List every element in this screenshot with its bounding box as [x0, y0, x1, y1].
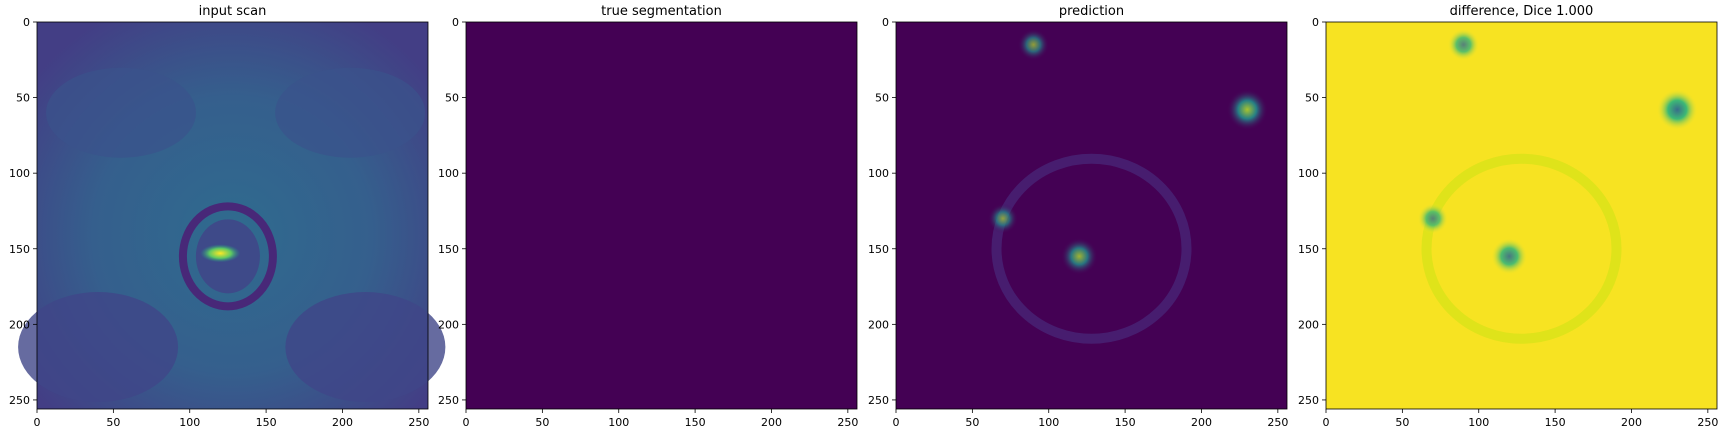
- heatmap-image: [1326, 22, 1717, 409]
- x-tick-label: 100: [1468, 416, 1489, 429]
- y-tick-label: 250: [9, 394, 30, 407]
- y-tick-label: 150: [9, 243, 30, 256]
- y-tick-label: 50: [875, 92, 889, 105]
- hot-spot-1: [1226, 89, 1268, 131]
- x-tick-label: 150: [1545, 416, 1566, 429]
- y-tick-label: 250: [1298, 394, 1319, 407]
- hot-spot-3: [1017, 29, 1050, 61]
- y-tick-label: 150: [438, 243, 459, 256]
- y-tick-label: 0: [1312, 16, 1319, 29]
- axes-frame: [895, 21, 1288, 410]
- x-tick-label: 100: [1038, 416, 1059, 429]
- y-tick-label: 100: [1298, 167, 1319, 180]
- x-tick-label: 150: [256, 416, 277, 429]
- x-tick-label: 0: [1323, 416, 1330, 429]
- y-tick-label: 150: [868, 243, 889, 256]
- heatmap-image: [466, 22, 857, 409]
- x-tick-label: 200: [1191, 416, 1212, 429]
- heatmap-image: [896, 22, 1287, 409]
- bright-spot: [200, 244, 241, 263]
- x-tick-label: 50: [106, 416, 120, 429]
- x-tick-label: 100: [608, 416, 629, 429]
- panel-2: true segmentation 0 50 100 150 200 250 0 50 100 15…: [438, 4, 858, 429]
- x-tick-label: 150: [685, 416, 706, 429]
- y-tick-label: 250: [438, 394, 459, 407]
- x-tick-label: 150: [1115, 416, 1136, 429]
- x-tick-label: 250: [1267, 416, 1288, 429]
- panel-1: input scan 0 50 100 150 200 250 0 50 100 150 200 250: [9, 4, 446, 429]
- x-tick-label: 200: [761, 416, 782, 429]
- panel-3: prediction 0 50 100 150 200 250 0 50 100 150 200 250: [868, 4, 1288, 429]
- x-tick-label: 0: [893, 416, 900, 429]
- cold-spot-2: [1490, 237, 1528, 275]
- x-tick-label: 250: [837, 416, 858, 429]
- y-tick-label: 0: [23, 16, 30, 29]
- y-tick-label: 200: [868, 318, 889, 331]
- y-tick-label: 50: [445, 92, 459, 105]
- y-tick-label: 0: [452, 16, 459, 29]
- hot-spot-2: [1060, 237, 1098, 275]
- y-tick-label: 0: [882, 16, 889, 29]
- heatmap-image: [18, 22, 446, 409]
- cold-spot-1: [1656, 88, 1699, 131]
- x-tick-label: 250: [1697, 416, 1718, 429]
- y-tick-label: 200: [438, 318, 459, 331]
- axes-frame: [36, 21, 429, 410]
- x-tick-label: 50: [535, 416, 549, 429]
- x-tick-label: 0: [34, 416, 41, 429]
- x-tick-label: 50: [1395, 416, 1409, 429]
- y-tick-label: 200: [9, 318, 30, 331]
- hot-spot-4: [988, 203, 1018, 234]
- panel-4: difference, Dice 1.000 0 50 100 150 200 250 0 50…: [1298, 4, 1718, 429]
- y-tick-label: 150: [1298, 243, 1319, 256]
- axes-frame: [465, 21, 858, 410]
- x-tick-label: 200: [1621, 416, 1642, 429]
- panel-title: prediction: [1059, 4, 1124, 19]
- panel-title: input scan: [199, 4, 267, 19]
- panel-title: difference, Dice 1.000: [1450, 4, 1594, 19]
- x-tick-label: 0: [463, 416, 470, 429]
- y-tick-label: 100: [9, 167, 30, 180]
- y-tick-label: 50: [1305, 92, 1319, 105]
- x-tick-label: 50: [965, 416, 979, 429]
- panel-title: true segmentation: [601, 4, 722, 19]
- cold-spot-4: [1417, 203, 1449, 234]
- x-tick-label: 250: [408, 416, 429, 429]
- cold-spot-3: [1447, 28, 1480, 61]
- y-tick-label: 100: [868, 167, 889, 180]
- x-tick-label: 100: [179, 416, 200, 429]
- y-tick-label: 50: [16, 92, 30, 105]
- y-tick-label: 100: [438, 167, 459, 180]
- y-tick-label: 250: [868, 394, 889, 407]
- axes-frame: [1325, 21, 1718, 410]
- x-tick-label: 200: [332, 416, 353, 429]
- y-tick-label: 200: [1298, 318, 1319, 331]
